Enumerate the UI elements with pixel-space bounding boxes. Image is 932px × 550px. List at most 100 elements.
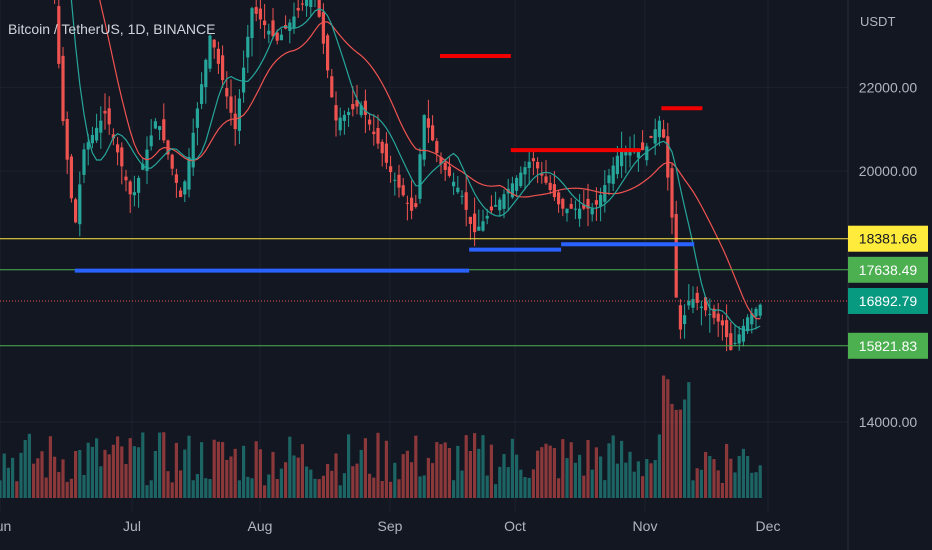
volume-bar	[137, 447, 141, 498]
volume-bar	[397, 479, 401, 498]
moving-average-line	[70, 0, 761, 331]
candle-body	[410, 197, 414, 211]
candle-body	[191, 132, 195, 168]
volume-bar	[603, 480, 607, 498]
candle-body	[292, 16, 296, 29]
volume-bar	[473, 433, 477, 498]
candle-body	[750, 313, 754, 325]
volume-bar	[502, 454, 506, 498]
volume-bar	[704, 451, 708, 498]
candle-body	[195, 108, 199, 128]
candle-body	[678, 305, 682, 330]
volume-bar	[78, 450, 82, 498]
volume-bar	[145, 485, 149, 498]
volume-bar	[431, 463, 435, 498]
volume-bar	[48, 436, 52, 498]
candle-body	[183, 181, 187, 195]
volume-bar	[725, 443, 729, 498]
volume-bar	[468, 450, 472, 498]
candle-body	[620, 150, 624, 167]
volume-bar	[216, 441, 220, 498]
volume-bar	[426, 457, 430, 498]
candle-body	[540, 173, 544, 176]
candle-body	[351, 103, 355, 110]
candle-body	[498, 199, 502, 211]
volume-bar	[351, 466, 355, 498]
candle-body	[99, 120, 103, 133]
volume-bar	[292, 455, 296, 498]
candle-body	[422, 115, 426, 160]
volume-bar	[19, 452, 23, 498]
candle-body	[527, 161, 531, 168]
volume-bar	[565, 458, 569, 498]
candle-body	[699, 306, 703, 309]
volume-bar	[414, 435, 418, 498]
volume-bar	[611, 435, 615, 498]
candle-body	[536, 161, 540, 169]
volume-bar	[309, 469, 313, 498]
volume-bar	[628, 451, 632, 498]
candle-body	[267, 30, 271, 35]
volume-bar	[313, 478, 317, 498]
moving-average-line	[99, 0, 761, 320]
support-price-label: 17638.49	[859, 262, 918, 278]
candle-body	[111, 134, 115, 139]
volume-bar	[330, 470, 334, 498]
volume-bar	[624, 462, 628, 498]
candle-body	[258, 8, 262, 20]
volume-bar	[670, 403, 674, 498]
candle-body	[674, 214, 678, 298]
candle-body	[187, 157, 191, 190]
volume-bar	[141, 432, 145, 498]
x-tick-label: Nov	[633, 518, 658, 534]
volume-bar	[267, 474, 271, 498]
volume-bar	[389, 481, 393, 498]
volume-bar	[401, 454, 405, 498]
candle-body	[86, 142, 90, 150]
volume-bar	[733, 472, 737, 498]
volume-bar	[481, 435, 485, 498]
candle-body	[746, 317, 750, 332]
volume-bar	[712, 459, 716, 498]
candle-body	[334, 105, 338, 121]
candle-body	[208, 35, 212, 69]
volume-bar	[687, 382, 691, 498]
candle-body	[515, 177, 519, 191]
candle-body	[561, 198, 565, 209]
volume-bar	[95, 438, 99, 498]
volume-bar	[74, 450, 78, 498]
volume-bar	[237, 480, 241, 498]
volume-bar	[69, 478, 73, 498]
candle-body	[300, 3, 304, 5]
candle-body	[460, 195, 464, 197]
volume-bar	[607, 443, 611, 498]
candle-body	[153, 121, 157, 129]
volume-bar	[494, 484, 498, 498]
volume-bar	[120, 446, 124, 498]
candle-body	[78, 184, 82, 225]
candle-body	[645, 146, 649, 161]
volume-bar	[321, 475, 325, 498]
volume-bar	[741, 448, 745, 498]
candle-body	[263, 20, 267, 26]
volume-bar	[347, 434, 351, 498]
volume-bar	[221, 442, 225, 498]
support-price-label: 18381.66	[859, 231, 918, 247]
candle-body	[510, 183, 514, 198]
candle-body	[489, 206, 493, 211]
volume-bar	[527, 477, 531, 498]
volume-bar	[53, 456, 57, 498]
volume-bar	[372, 477, 376, 498]
candle-body	[481, 221, 485, 231]
volume-bar	[506, 467, 510, 498]
volume-bar	[460, 470, 464, 498]
candle-body	[733, 342, 737, 344]
candle-body	[720, 320, 724, 326]
volume-bar	[2, 453, 6, 498]
volume-bar	[128, 438, 132, 498]
volume-bar	[552, 448, 556, 498]
volume-bar	[515, 454, 519, 498]
candle-body	[216, 48, 220, 64]
